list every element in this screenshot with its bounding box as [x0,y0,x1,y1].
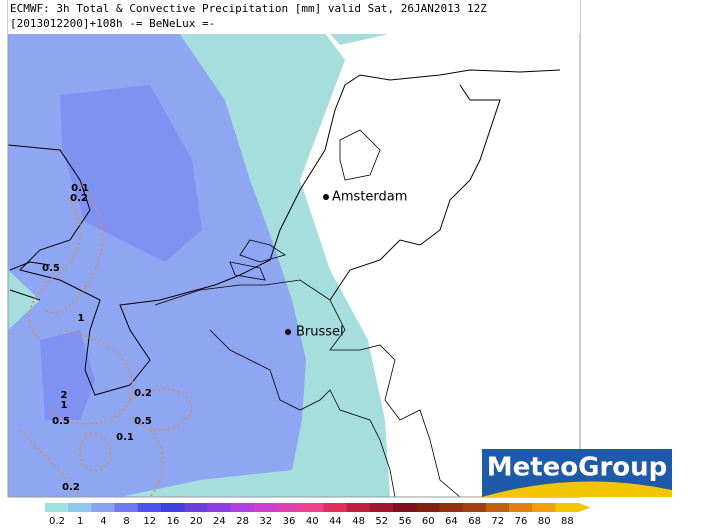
coastlines [7,69,561,498]
colorbar-cell [532,503,556,512]
logo-text: MeteoGroup [487,453,668,483]
contour-label: 0.2 [62,482,80,493]
contour-labels: 0.1 0.2 0.5 1 2 1 0.5 0.2 0.5 0.1 0.2 [42,183,152,493]
colorbar-label: 20 [190,516,203,527]
contour-label: 0.5 [52,416,70,427]
colorbar-label: 44 [329,516,342,527]
colorbar-label: 56 [399,516,412,527]
colorbar-cell [137,503,162,512]
contours [19,184,193,498]
header-line: ECMWF: 3h Total & Convective Precipitati… [10,2,487,15]
colorbar-cell [462,503,487,512]
precip-heavy [40,330,95,420]
logo-arc [482,481,672,497]
colorbar-cell [323,503,348,512]
contour-label: 0.5 [42,263,60,274]
colorbar-cell [300,503,324,512]
colorbar-label: 48 [352,516,365,527]
contour-label: 0.1 [71,183,89,194]
colorbar-cell [485,503,510,512]
colorbar-label: 12 [143,516,156,527]
contour-label: 0.1 [116,432,134,443]
colorbar-cell [161,503,185,512]
map: Amsterdam Brussel 0.1 0.2 0.5 1 2 1 0.5 … [7,0,581,498]
city-label: Amsterdam [332,190,407,205]
colorbar-label: 60 [422,516,435,527]
colorbar-cell [184,503,208,512]
colorbar-label: 40 [306,516,319,527]
colorbar-label: 36 [283,516,296,527]
colorbar-cell [439,503,464,512]
colorbar-label: 72 [491,516,504,527]
colorbar-label: 24 [213,516,226,527]
colorbar-label: 80 [538,516,551,527]
colorbar-label: 8 [123,516,129,527]
colorbar-cell [114,503,139,512]
colorbar-cell [68,503,92,512]
colorbar-cell [369,503,394,512]
colorbar-label: 64 [445,516,458,527]
colorbar-cell [91,503,116,512]
contour-label: 0.5 [134,416,152,427]
colorbar-cell [555,503,580,512]
logo: MeteoGroup [482,449,672,497]
colorbar-cell [230,503,255,512]
contour-label: 1 [61,400,68,411]
colorbar-arrow [578,503,591,512]
map-frame [7,0,581,498]
city-dot [323,194,329,200]
header-line: [2013012200]+108h -= BeNeLux =- [10,17,215,30]
contour-label: 2 [61,390,68,401]
colorbar-cell [45,503,69,512]
header-box [8,0,580,34]
colorbar-label: 16 [167,516,180,527]
colorbar-label: 88 [561,516,574,527]
colorbar-label: 4 [100,516,106,527]
contour-label: 0.2 [134,388,152,399]
colorbar-cell [277,503,301,512]
colorbar-label: 0.2 [49,516,65,527]
contour-label: 0.2 [70,193,88,204]
contour-label: 1 [78,313,85,324]
colorbar-label: 68 [468,516,481,527]
city-label: Brussel [296,325,344,340]
precip-heavy [60,85,202,262]
colorbar-cell [207,503,232,512]
colorbar-cell [416,503,440,512]
colorbar: 0.2 1 4 8 12 16 20 24 28 32 36 40 44 48 52 56 60 64 68 72 76… [45,503,591,527]
city-dot [285,329,291,335]
colorbar-label: 32 [259,516,272,527]
colorbar-cell [393,503,417,512]
colorbar-cell [346,503,371,512]
colorbar-label: 76 [515,516,528,527]
colorbar-label: 28 [236,516,249,527]
colorbar-cell [509,503,533,512]
colorbar-label: 1 [77,516,83,527]
colorbar-cell [253,503,278,512]
colorbar-label: 52 [375,516,388,527]
